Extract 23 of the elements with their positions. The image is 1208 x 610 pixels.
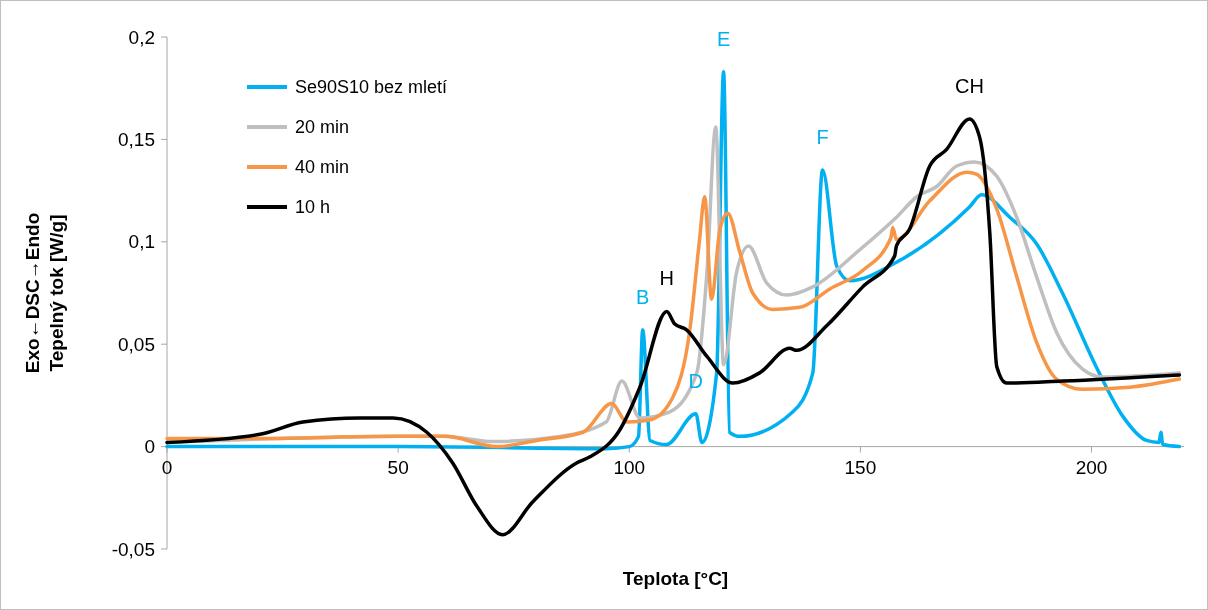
x-tick-label: 50 bbox=[387, 456, 409, 478]
legend-label: 20 min bbox=[295, 117, 350, 138]
legend-label: Se90S10 bez mletí bbox=[295, 77, 448, 98]
annotation: B bbox=[636, 285, 650, 308]
x-axis-title: Teplota [°C] bbox=[622, 568, 729, 589]
x-tick-label: 200 bbox=[1075, 456, 1108, 478]
x-tick-label: 150 bbox=[844, 456, 877, 478]
annotation: F bbox=[816, 126, 829, 149]
x-tick-label: 0 bbox=[161, 456, 173, 478]
legend-label: 40 min bbox=[295, 157, 350, 178]
y-axis-title: Exo←DSC→Endo Tepelný tok [W/g] bbox=[22, 212, 67, 374]
annotation: H bbox=[659, 267, 674, 290]
x-tick-label: 100 bbox=[613, 456, 646, 478]
y-tick-label: -0,05 bbox=[111, 538, 155, 560]
y-tick-label: 0,2 bbox=[128, 26, 155, 48]
y-tick-label: 0,05 bbox=[118, 333, 155, 355]
y-tick-label: 0,15 bbox=[118, 129, 155, 151]
annotation: D bbox=[688, 369, 704, 392]
annotation: E bbox=[716, 27, 731, 50]
y-tick-label: 0 bbox=[144, 436, 155, 458]
y-tick-label: 0,1 bbox=[128, 231, 155, 253]
annotation: CH bbox=[955, 74, 984, 97]
legend-label: 10 h bbox=[295, 197, 331, 218]
